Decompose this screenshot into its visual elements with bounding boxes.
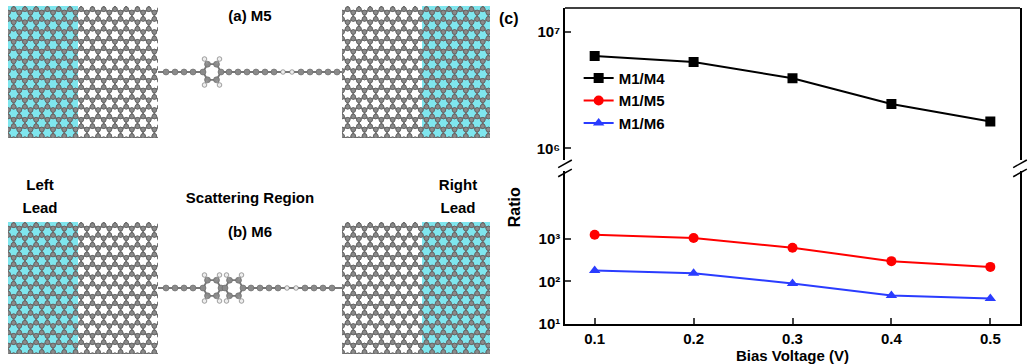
svg-text:Right: Right — [439, 176, 477, 193]
svg-text:10¹: 10¹ — [539, 315, 561, 332]
svg-text:10⁷: 10⁷ — [537, 23, 560, 40]
svg-text:Ratio: Ratio — [506, 187, 523, 227]
svg-text:10²: 10² — [539, 273, 561, 290]
svg-text:10⁶: 10⁶ — [537, 140, 561, 157]
svg-text:Left: Left — [26, 176, 54, 193]
svg-text:0.3: 0.3 — [782, 330, 803, 347]
svg-text:0.4: 0.4 — [881, 330, 903, 347]
svg-text:0.1: 0.1 — [584, 330, 605, 347]
svg-text:M1/M4: M1/M4 — [619, 70, 666, 87]
svg-text:0.2: 0.2 — [683, 330, 704, 347]
svg-text:(c): (c) — [499, 10, 519, 27]
svg-text:Lead: Lead — [22, 199, 57, 216]
svg-text:(a) M5: (a) M5 — [228, 7, 271, 24]
svg-text:(b) M6: (b) M6 — [228, 223, 272, 240]
svg-text:0.5: 0.5 — [980, 330, 1001, 347]
svg-text:10³: 10³ — [539, 230, 561, 247]
svg-text:Bias Voltage (V): Bias Voltage (V) — [736, 347, 849, 364]
svg-text:Lead: Lead — [440, 199, 475, 216]
svg-text:M1/M6: M1/M6 — [619, 115, 665, 132]
svg-text:M1/M5: M1/M5 — [619, 92, 665, 109]
svg-text:Scattering Region: Scattering Region — [186, 189, 314, 206]
